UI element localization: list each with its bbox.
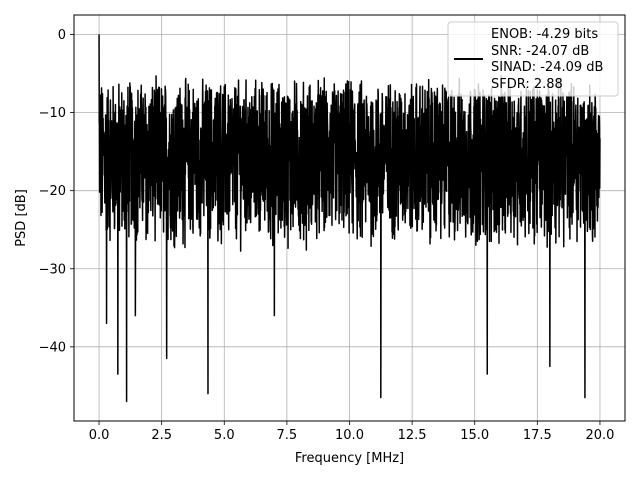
legend-box bbox=[447, 21, 619, 97]
y-tick-label: −30 bbox=[39, 262, 66, 277]
x-tick-label: 17.5 bbox=[523, 428, 552, 443]
x-tick-label: 7.5 bbox=[277, 428, 298, 443]
x-axis-label: Frequency [MHz] bbox=[295, 451, 404, 466]
psd-trace bbox=[98, 34, 601, 403]
legend: ENOB: -4.29 bits SNR: -24.07 dB SINAD: -… bbox=[447, 21, 619, 97]
y-tick-label: 0 bbox=[58, 28, 66, 43]
y-axis-ticks: 0 −10 −20 −30 −40 bbox=[39, 28, 74, 355]
x-tick-label: 5.0 bbox=[214, 428, 235, 443]
y-tick-label: −10 bbox=[39, 106, 66, 121]
legend-line-sinad: SINAD: -24.09 dB bbox=[491, 60, 603, 75]
legend-line-snr: SNR: -24.07 dB bbox=[491, 44, 589, 59]
psd-series-line bbox=[98, 34, 601, 403]
x-tick-label: 15.0 bbox=[460, 428, 489, 443]
y-tick-label: −40 bbox=[39, 340, 66, 355]
x-axis-ticks: 0.0 2.5 5.0 7.5 10.0 12.5 15.0 17.5 20.0 bbox=[89, 421, 614, 443]
x-tick-label: 0.0 bbox=[89, 428, 110, 443]
x-tick-label: 10.0 bbox=[335, 428, 364, 443]
x-tick-label: 20.0 bbox=[585, 428, 614, 443]
x-tick-label: 12.5 bbox=[398, 428, 427, 443]
y-tick-label: −20 bbox=[39, 184, 66, 199]
legend-line-enob: ENOB: -4.29 bits bbox=[491, 27, 598, 42]
y-axis-label: PSD [dB] bbox=[14, 189, 29, 247]
legend-line-sfdr: SFDR: 2.88 bbox=[491, 77, 563, 92]
x-tick-label: 2.5 bbox=[151, 428, 172, 443]
